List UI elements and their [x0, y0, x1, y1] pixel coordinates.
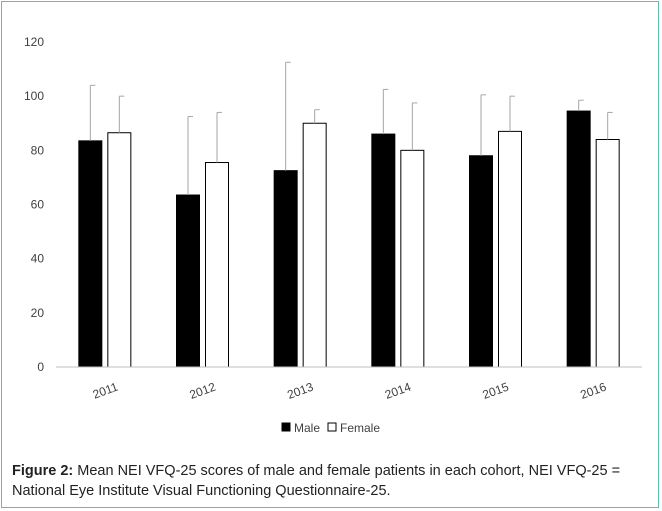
y-tick-label: 100	[24, 89, 44, 103]
bar-female-2012	[205, 162, 229, 368]
error-bars	[89, 61, 613, 196]
y-axis-ticks: 0 20 40 60 80 100 120	[24, 35, 44, 374]
bar-female-2016	[595, 139, 620, 368]
bar-chart: 0 20 40 60 80 100 120 2011 2012 2013 2014 2015 2016…	[24, 35, 642, 435]
y-tick-label: 60	[31, 198, 45, 212]
x-tick-label: 2013	[285, 380, 315, 402]
legend-label-female: Female	[340, 421, 380, 435]
legend-swatch-female	[327, 422, 337, 432]
bar-female-2014	[400, 149, 425, 368]
x-tick-label: 2015	[481, 380, 511, 402]
caption-lead: Figure 2:	[12, 463, 74, 479]
x-tick-label: 2012	[188, 380, 218, 402]
caption-text: Mean NEI VFQ-25 scores of male and femal…	[12, 463, 621, 499]
bar-male-2013	[273, 170, 298, 368]
x-tick-label: 2016	[578, 380, 608, 402]
bar-female-2011	[107, 132, 132, 368]
bar-male-2016	[566, 110, 591, 368]
bars	[78, 110, 620, 368]
x-tick-label: 2011	[91, 380, 120, 402]
legend: Male Female	[281, 421, 380, 435]
y-tick-label: 0	[37, 360, 44, 374]
x-tick-label: 2014	[383, 380, 413, 402]
legend-swatch-male	[281, 422, 291, 432]
bar-female-2013	[302, 122, 327, 368]
figure-caption: Figure 2: Mean NEI VFQ-25 scores of male…	[12, 461, 652, 501]
bar-female-2015	[498, 130, 522, 368]
y-tick-label: 80	[31, 143, 45, 157]
legend-label-male: Male	[294, 421, 320, 435]
x-axis-ticks: 2011 2012 2013 2014 2015 2016	[91, 380, 609, 402]
y-tick-label: 40	[31, 252, 45, 266]
y-tick-label: 120	[24, 35, 44, 49]
bar-male-2012	[176, 194, 200, 368]
bar-male-2015	[469, 155, 493, 368]
bar-male-2011	[78, 140, 103, 368]
bar-male-2014	[371, 133, 396, 368]
y-tick-label: 20	[31, 306, 45, 320]
